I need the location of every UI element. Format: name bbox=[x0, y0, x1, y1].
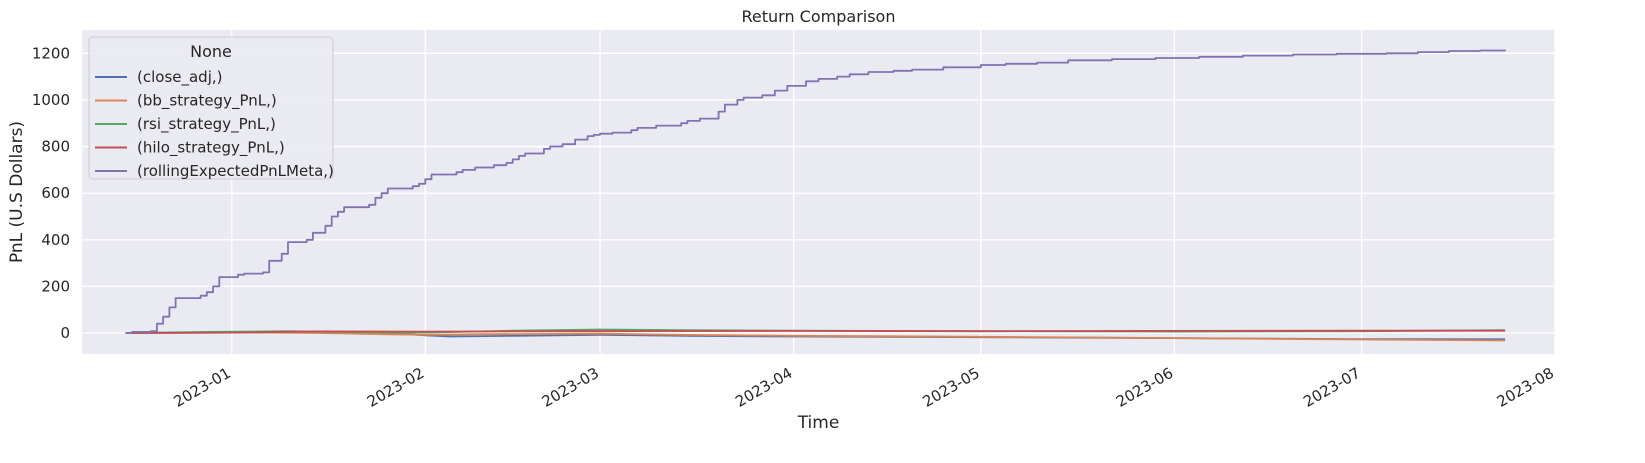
legend-item-label: (close_adj,) bbox=[137, 68, 223, 87]
y-tick-label: 600 bbox=[41, 184, 70, 202]
legend-item-label: (rsi_strategy_PnL,) bbox=[137, 115, 276, 134]
legend-title: None bbox=[190, 42, 232, 61]
legend: None (close_adj,) (bb_strategy_PnL,) (rsi_s… bbox=[88, 36, 334, 180]
chart-title: Return Comparison bbox=[742, 7, 896, 26]
y-axis-label: PnL (U.S Dollars) bbox=[7, 121, 27, 263]
y-tick-label: 800 bbox=[41, 138, 70, 156]
legend-item-label: (rollingExpectedPnLMeta,) bbox=[137, 162, 334, 180]
y-axis-ticks: 0 200 400 600 800 1000 1200 bbox=[32, 44, 70, 342]
legend-item-label: (hilo_strategy_PnL,) bbox=[137, 139, 285, 158]
series-line bbox=[125, 331, 1506, 342]
y-tick-label: 1200 bbox=[32, 44, 70, 62]
y-tick-label: 0 bbox=[60, 324, 70, 342]
y-tick-label: 400 bbox=[41, 231, 70, 249]
legend-box bbox=[88, 36, 334, 180]
legend-item-label: (bb_strategy_PnL,) bbox=[137, 92, 277, 111]
x-axis-label: Time bbox=[797, 413, 840, 433]
series-line bbox=[125, 329, 1506, 334]
series-line bbox=[125, 49, 1506, 334]
y-tick-label: 200 bbox=[41, 277, 70, 295]
series-layer bbox=[125, 49, 1506, 342]
y-tick-label: 1000 bbox=[32, 91, 70, 109]
